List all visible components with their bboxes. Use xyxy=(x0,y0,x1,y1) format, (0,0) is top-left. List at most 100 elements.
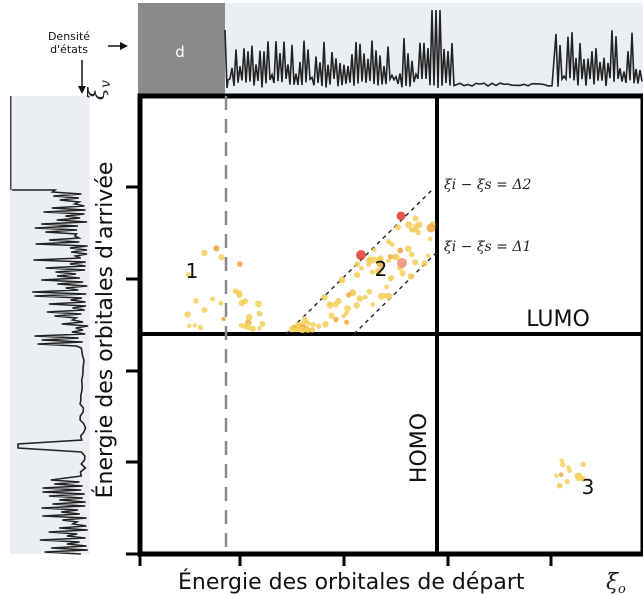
y-axis-symbol: ξ xyxy=(85,86,110,100)
y-axis-label-group: Énergie des orbitales d'arrivée xyxy=(92,162,118,499)
cluster-2-point xyxy=(421,260,428,267)
cluster-2-point xyxy=(412,259,419,266)
cluster-2-point xyxy=(386,238,392,245)
cluster-2-point xyxy=(415,221,423,228)
cluster-2-point xyxy=(405,221,413,229)
d-label: d xyxy=(175,43,185,61)
cluster-2-point xyxy=(365,257,373,265)
cluster-1-point xyxy=(186,272,191,278)
cluster-2-point xyxy=(378,292,386,300)
lumo-label: LUMO xyxy=(526,307,590,332)
delta1-equation: ξi − ξs = Δ1 xyxy=(444,239,531,255)
homo-label-group: HOMO xyxy=(407,413,432,483)
cluster-2-point xyxy=(344,319,350,325)
cluster-2-point xyxy=(333,316,339,323)
cluster-1-point xyxy=(210,296,216,302)
cluster-1-point xyxy=(184,311,191,318)
cluster-3-point xyxy=(567,468,573,474)
cluster-2-point xyxy=(376,260,384,268)
cluster-3-point xyxy=(556,482,563,489)
cluster-2-point xyxy=(346,292,352,298)
cluster-2-point xyxy=(322,321,329,328)
dos-label-line1: Densité xyxy=(48,30,90,43)
cluster-1-point xyxy=(218,300,224,306)
cluster-2-point xyxy=(394,224,401,231)
cluster-2-point xyxy=(387,254,393,260)
cluster-2-point xyxy=(299,326,306,334)
cluster-1-point xyxy=(201,249,208,256)
cluster-3-point xyxy=(564,478,570,485)
cluster-1-point xyxy=(218,254,225,261)
d-band-block xyxy=(138,3,225,95)
cluster-1-point xyxy=(236,292,243,299)
cluster-2-point xyxy=(344,310,349,316)
cluster-2-point xyxy=(326,301,334,309)
cluster-2-point xyxy=(356,295,363,302)
cluster-2-point xyxy=(384,284,389,290)
cluster-1-point xyxy=(245,322,250,328)
cluster-3-point xyxy=(559,458,565,464)
cluster-2-point xyxy=(341,313,346,319)
cluster-2-point xyxy=(383,293,389,299)
cluster-3-point xyxy=(558,472,564,478)
cluster-3-point xyxy=(554,473,559,478)
cluster-1-point xyxy=(232,288,239,295)
cluster-2-point xyxy=(408,227,414,233)
cluster-2-point xyxy=(379,266,384,271)
cluster-2-point xyxy=(407,273,415,280)
cluster-2-point xyxy=(388,275,395,281)
delta2-dashed-line xyxy=(285,189,433,335)
plot-frame xyxy=(137,93,643,557)
cluster-2-point xyxy=(415,229,422,236)
cluster-2-point xyxy=(397,247,404,254)
region-2-label: 2 xyxy=(375,257,388,281)
homo-label: HOMO xyxy=(407,413,432,483)
cluster-1-point xyxy=(201,306,208,313)
cluster-2-highlight-point xyxy=(397,258,407,268)
cluster-1-point xyxy=(193,298,199,304)
cluster-2-point xyxy=(321,294,328,301)
cluster-1-point xyxy=(259,320,266,327)
cluster-2-point xyxy=(353,302,360,309)
x-axis-subscript: o xyxy=(618,582,626,595)
cluster-2-point xyxy=(362,294,368,300)
cluster-2-point xyxy=(426,253,431,258)
cluster-2-point xyxy=(399,270,406,277)
cluster-2-point xyxy=(389,241,395,247)
cluster-2-point xyxy=(335,297,342,305)
x-axis xyxy=(138,552,643,566)
region-3-label: 3 xyxy=(582,475,595,499)
region-1-label: 1 xyxy=(186,259,199,283)
cluster-2-point xyxy=(359,265,364,271)
y-axis-subscript: v xyxy=(98,80,114,88)
y-axis-symbol-group: ξ v xyxy=(85,80,114,100)
left-dos-curve xyxy=(12,189,89,555)
cluster-2-point xyxy=(353,271,361,279)
cluster-2-point xyxy=(294,325,301,332)
dos-arrow-down-icon xyxy=(78,86,86,94)
cluster-2-highlight-point xyxy=(396,211,406,221)
cluster-2-point xyxy=(344,305,351,312)
scatter-points xyxy=(184,211,586,489)
cluster-1-point xyxy=(213,245,220,252)
cluster-1-point xyxy=(192,323,198,328)
cluster-2-point xyxy=(412,215,419,222)
cluster-3-point xyxy=(580,461,586,468)
x-axis-symbol: ξ xyxy=(606,570,620,595)
dos-arrow-right-icon xyxy=(120,42,128,50)
delta2-equation: ξi − ξs = Δ2 xyxy=(444,177,531,193)
cluster-1-point xyxy=(249,325,256,332)
cluster-2-point xyxy=(338,276,346,284)
x-axis-label: Énergie des orbitales de départ xyxy=(178,569,525,595)
y-axis-label: Énergie des orbitales d'arrivée xyxy=(92,162,118,499)
cluster-2-point xyxy=(315,323,322,330)
cluster-1-point xyxy=(186,323,192,329)
cluster-3-point xyxy=(560,461,566,468)
cluster-2-point xyxy=(372,247,377,253)
left-dos-edge xyxy=(10,96,12,190)
cluster-2-point xyxy=(408,251,415,258)
left-dos-panel xyxy=(10,96,90,555)
cluster-2-point xyxy=(386,258,391,264)
cluster-2-point xyxy=(366,288,373,295)
cluster-2-point xyxy=(370,302,376,307)
